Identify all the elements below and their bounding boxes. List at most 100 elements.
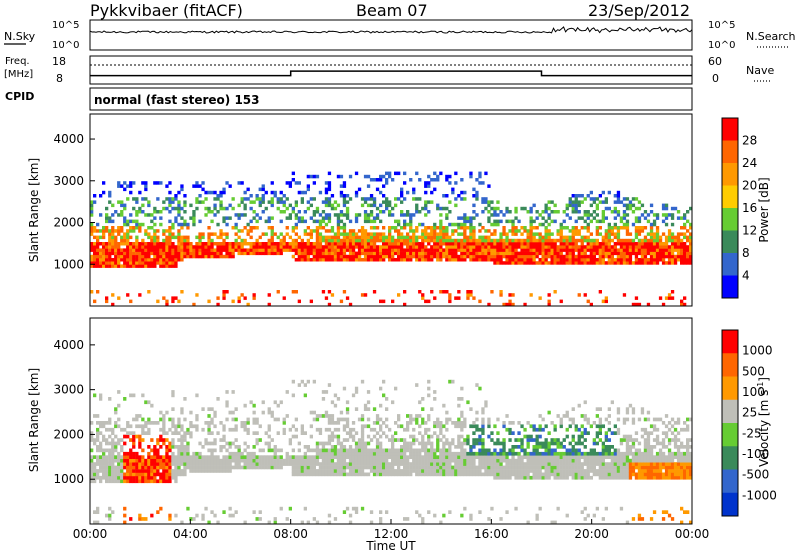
heatmap-cell (216, 235, 220, 240)
heatmap-cell (228, 513, 232, 518)
heatmap-cell (99, 235, 103, 240)
heatmap-cell (267, 410, 271, 415)
heatmap-cell (201, 445, 205, 449)
colorbar-swatch (722, 140, 738, 164)
heatmap-cell (141, 427, 145, 432)
heatmap-cell (291, 242, 295, 246)
heatmap-cell (616, 254, 621, 259)
heatmap-cell (391, 248, 395, 252)
heatmap-cell (120, 210, 124, 214)
heatmap-cell (403, 248, 407, 252)
heatmap-cell (592, 242, 596, 246)
heatmap-cell (571, 261, 575, 265)
heatmap-cell (348, 248, 353, 252)
heatmap-cell (177, 462, 181, 466)
heatmap-cell (415, 383, 419, 387)
heatmap-cell (397, 242, 401, 246)
heatmap-cell (532, 465, 536, 470)
heatmap-cell (243, 424, 247, 429)
heatmap-cell (427, 469, 431, 473)
heatmap-cell (168, 242, 172, 246)
heatmap-cell (403, 469, 407, 473)
heatmap-cell (138, 441, 142, 446)
heatmap-cell (686, 238, 690, 243)
heatmap-cell (243, 203, 247, 208)
heatmap-cell (360, 506, 365, 511)
heatmap-cell (291, 469, 295, 473)
heatmap-cell (559, 242, 563, 246)
heatmap-cell (249, 235, 253, 240)
heatmap-cell (339, 258, 344, 262)
heatmap-cell (99, 258, 103, 262)
heatmap-cell (276, 197, 280, 201)
heatmap-cell (243, 520, 247, 525)
heatmap-cell (463, 219, 467, 224)
heatmap-cell (207, 235, 211, 240)
heatmap-cell (655, 232, 660, 236)
heatmap-cell (481, 427, 485, 432)
heatmap-cell (339, 458, 344, 463)
heatmap-cell (478, 448, 482, 453)
heatmap-cell (484, 465, 488, 470)
heatmap-cell (445, 226, 449, 230)
heatmap-cell (460, 451, 464, 456)
heatmap-cell (487, 462, 491, 466)
heatmap-cell (102, 254, 106, 259)
heatmap-cell (541, 258, 545, 262)
heatmap-cell (448, 510, 452, 514)
heatmap-cell (559, 451, 563, 456)
heatmap-cell (418, 451, 422, 456)
heatmap-cell (391, 451, 395, 456)
heatmap-cell (339, 248, 344, 252)
heatmap-cell (231, 299, 235, 304)
heatmap-cell (532, 242, 536, 246)
heatmap-cell (628, 232, 633, 236)
heatmap-cell (680, 226, 684, 230)
heatmap-cell (595, 261, 599, 265)
heatmap-cell (601, 469, 605, 473)
heatmap-cell (198, 455, 202, 459)
heatmap-cell (565, 206, 569, 211)
heatmap-cell (586, 431, 590, 435)
heatmap-cell (676, 245, 681, 249)
heatmap-cell (514, 210, 518, 214)
heatmap-cell (634, 302, 639, 307)
heatmap-cell (541, 441, 545, 446)
heatmap-cell (472, 465, 476, 470)
heatmap-cell (559, 251, 563, 256)
heatmap-cell (339, 462, 344, 466)
heatmap-cell (213, 414, 217, 418)
heatmap-cell (150, 238, 154, 243)
heatmap-cell (114, 229, 118, 233)
heatmap-cell (604, 417, 608, 422)
heatmap-cell (342, 222, 347, 227)
heatmap-cell (177, 203, 181, 208)
heatmap-cell (607, 448, 611, 453)
heatmap-cell (388, 174, 392, 179)
heatmap-cell (159, 455, 163, 459)
heatmap-cell (529, 462, 533, 466)
heatmap-cell (385, 254, 389, 259)
heatmap-cell (595, 434, 599, 439)
heatmap-cell (463, 472, 467, 477)
heatmap-cell (120, 235, 124, 240)
heatmap-cell (499, 455, 503, 459)
heatmap-cell (409, 235, 413, 240)
heatmap-cell (598, 455, 602, 459)
heatmap-cell (397, 235, 401, 240)
heatmap-cell (496, 465, 500, 470)
heatmap-cell (472, 216, 476, 220)
heatmap-cell (324, 296, 329, 300)
heatmap-cell (556, 458, 560, 463)
heatmap-cell (481, 421, 485, 425)
heatmap-cell (490, 451, 494, 456)
heatmap-cell (210, 245, 214, 249)
heatmap-cell (481, 258, 485, 262)
heatmap-cell (357, 229, 362, 233)
heatmap-cell (177, 445, 181, 449)
heatmap-cell (207, 469, 211, 473)
heatmap-cell (505, 261, 509, 265)
heatmap-cell (336, 242, 341, 246)
heatmap-cell (246, 197, 250, 201)
